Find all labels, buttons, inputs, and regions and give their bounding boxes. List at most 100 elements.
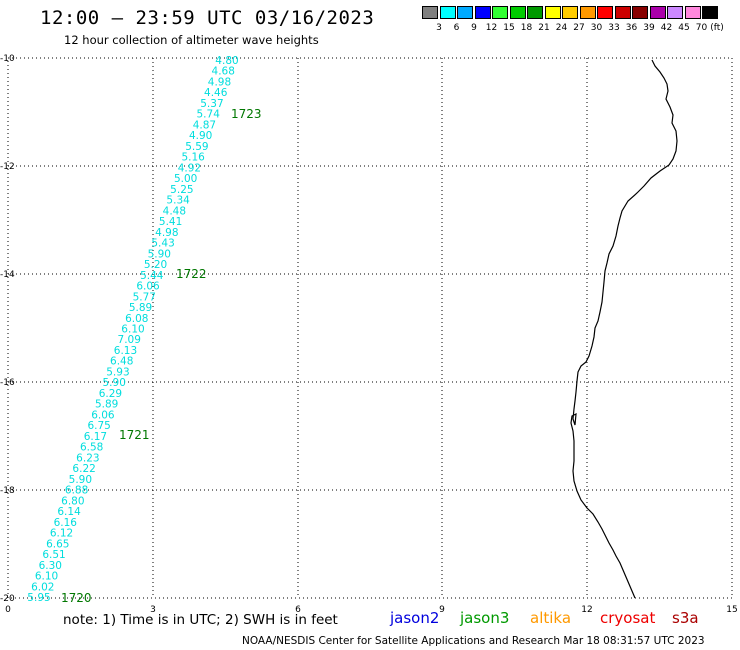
- swh-value: 6.23: [76, 452, 99, 464]
- swh-value: 5.20: [144, 259, 167, 271]
- swh-value: 6.80: [61, 495, 84, 507]
- swh-value: 4.46: [204, 87, 228, 99]
- altimeter-track: 4.804.684.984.465.375.744.874.905.595.16…: [27, 55, 238, 604]
- colorbar-label: 45: [678, 23, 690, 33]
- x-tick-label: 15: [726, 605, 737, 615]
- swh-value: 5.89: [95, 399, 118, 411]
- x-tick-label: 12: [581, 605, 592, 615]
- swh-value: 5.16: [181, 152, 205, 164]
- swh-value: 6.13: [114, 345, 137, 357]
- swh-value: 6.51: [42, 549, 65, 561]
- page-title: 12:00 — 23:59 UTC 03/16/2023: [40, 7, 375, 29]
- colorbar-swatch: [439, 6, 456, 19]
- swh-value: 4.48: [163, 205, 186, 217]
- colorbar-swatch: [649, 6, 666, 19]
- swh-value: 4.80: [215, 55, 238, 67]
- colorbar-swatch: [527, 6, 543, 19]
- colorbar-swatch: [509, 6, 526, 19]
- swh-value: 5.77: [133, 291, 156, 303]
- colorbar-unit: (ft): [710, 23, 724, 33]
- x-tick-label: 9: [439, 605, 445, 615]
- colorbar-swatch: [579, 6, 596, 19]
- x-tick-label: 3: [150, 605, 156, 615]
- x-tick-label: 0: [5, 605, 11, 615]
- swh-value: 6.29: [99, 388, 122, 400]
- coastline: [570, 59, 678, 599]
- swh-value: 5.34: [166, 195, 190, 207]
- swh-value: 6.17: [84, 431, 107, 443]
- colorbar-label: 24: [555, 23, 568, 33]
- legend-altika: altika: [530, 609, 572, 627]
- swh-value: 5.44: [140, 270, 164, 282]
- swh-value: 5.95: [27, 592, 50, 604]
- swh-value: 6.75: [87, 420, 110, 432]
- y-tick-label: -12: [0, 162, 15, 172]
- y-axis-ticks: -10 -12 -14 -16 -18 -20: [0, 54, 15, 604]
- time-label: 1721: [119, 428, 150, 442]
- colorbar-swatch: [702, 6, 718, 19]
- swh-value: 4.68: [212, 66, 235, 78]
- legend-cryosat: cryosat: [600, 609, 656, 627]
- colorbar-label: 18: [520, 23, 533, 33]
- swh-value: 6.10: [121, 324, 144, 336]
- swh-value: 4.87: [193, 119, 216, 131]
- swh-value: 6.88: [65, 485, 88, 497]
- colorbar-swatch: [684, 6, 701, 19]
- legend-s3a: s3a: [672, 609, 699, 627]
- swh-value: 6.58: [80, 442, 103, 454]
- swh-value: 5.59: [185, 141, 208, 153]
- colorbar-label: 70: [695, 23, 708, 33]
- swh-value: 5.89: [129, 302, 152, 314]
- colorbar-swatch: [667, 6, 683, 19]
- colorbar-swatch: [457, 6, 473, 19]
- legend-jason2: jason2: [390, 609, 440, 627]
- swh-value: 4.98: [208, 76, 231, 88]
- colorbar-label: 15: [503, 23, 515, 33]
- x-axis-ticks: 0 3 6 9 12 15: [5, 605, 738, 615]
- colorbar-swatch: [492, 6, 508, 19]
- colorbar-swatch: [632, 6, 648, 19]
- legend-jason3: jason3: [460, 609, 510, 627]
- swh-value: 4.92: [178, 162, 201, 174]
- y-tick-label: -20: [0, 594, 15, 604]
- map-grid: [7, 57, 733, 599]
- swh-value: 5.43: [151, 238, 174, 250]
- swh-value: 5.37: [200, 98, 223, 110]
- colorbar-label: 33: [608, 23, 620, 33]
- swh-value: 5.00: [174, 173, 197, 185]
- swh-value: 6.12: [50, 528, 73, 540]
- colorbar-swatch: [474, 6, 491, 19]
- page-subtitle: 12 hour collection of altimeter wave hei…: [64, 33, 319, 47]
- swh-value: 5.90: [69, 474, 92, 486]
- map-frame: [7, 57, 733, 599]
- colorbar-label: 12: [485, 23, 498, 33]
- time-label: 1720: [61, 591, 92, 605]
- swh-value: 6.30: [39, 560, 62, 572]
- credit-line: NOAA/NESDIS Center for Satellite Applica…: [242, 635, 705, 647]
- swh-value: 4.90: [189, 130, 212, 142]
- colorbar-label: 9: [471, 23, 477, 33]
- time-labels: 1723 1722 1721 1720: [61, 107, 262, 605]
- colorbar-label: 30: [590, 23, 603, 33]
- swh-value: 4.98: [155, 227, 178, 239]
- swh-value: 6.08: [125, 313, 148, 325]
- swh-value: 5.90: [148, 248, 171, 260]
- time-label: 1723: [231, 107, 262, 121]
- swh-value: 7.09: [118, 334, 141, 346]
- swh-value: 5.74: [197, 109, 221, 121]
- colorbar-swatch: [597, 6, 613, 19]
- x-tick-label: 6: [295, 605, 301, 615]
- colorbar-label: 6: [453, 23, 460, 33]
- swh-value: 6.14: [57, 506, 81, 518]
- swh-value: 6.48: [110, 356, 133, 368]
- colorbar-label: 21: [538, 23, 550, 33]
- colorbar-label: 27: [573, 23, 585, 33]
- swh-value: 6.22: [72, 463, 95, 475]
- colorbar-swatch: [422, 6, 438, 19]
- colorbar-swatch: [614, 6, 631, 19]
- y-tick-label: -16: [0, 378, 15, 388]
- swh-value: 6.16: [54, 517, 78, 529]
- colorbar-label: 3: [436, 23, 442, 33]
- swh-value: 6.06: [136, 281, 160, 293]
